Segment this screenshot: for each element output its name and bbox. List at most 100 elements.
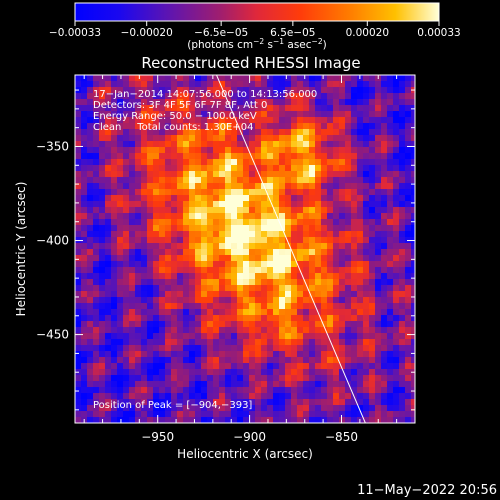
- heatmap-cell: [249, 105, 255, 111]
- heatmap-cell: [363, 231, 369, 237]
- heatmap-cell: [369, 99, 375, 105]
- heatmap-cell: [351, 363, 357, 369]
- info-block: 17−Jan−2014 14:07:56.000 to 14:13:56.000…: [93, 89, 317, 133]
- heatmap-cell: [207, 345, 213, 351]
- heatmap-cell: [315, 255, 321, 261]
- heatmap-cell: [243, 291, 249, 297]
- heatmap-cell: [411, 303, 415, 309]
- heatmap-cell: [273, 171, 279, 177]
- heatmap-cell: [111, 249, 117, 255]
- heatmap-cell: [171, 291, 177, 297]
- heatmap-cell: [201, 261, 207, 267]
- heatmap-cell: [135, 141, 141, 147]
- heatmap-cell: [309, 231, 315, 237]
- heatmap-cell: [75, 267, 81, 273]
- heatmap-cell: [393, 375, 399, 381]
- heatmap-cell: [147, 213, 153, 219]
- heatmap-cell: [141, 135, 147, 141]
- heatmap-cell: [165, 255, 171, 261]
- heatmap-cell: [237, 369, 243, 375]
- heatmap-cell: [231, 93, 237, 99]
- heatmap-cell: [387, 219, 393, 225]
- heatmap-cell: [291, 399, 297, 405]
- heatmap-cell: [129, 285, 135, 291]
- heatmap-cell: [123, 399, 129, 405]
- heatmap-cell: [339, 129, 345, 135]
- heatmap-cell: [315, 417, 321, 423]
- heatmap-cell: [87, 369, 93, 375]
- heatmap-cell: [357, 345, 363, 351]
- heatmap-cell: [141, 141, 147, 147]
- heatmap-cell: [105, 405, 111, 411]
- heatmap-cell: [267, 99, 273, 105]
- heatmap-cell: [315, 225, 321, 231]
- heatmap-cell: [393, 123, 399, 129]
- heatmap-cell: [153, 249, 159, 255]
- heatmap-cell: [357, 123, 363, 129]
- heatmap-cell: [261, 267, 267, 273]
- heatmap-cell: [387, 255, 393, 261]
- heatmap-cell: [225, 279, 231, 285]
- heatmap-cell: [93, 309, 99, 315]
- heatmap-cell: [261, 129, 267, 135]
- heatmap-cell: [189, 291, 195, 297]
- heatmap-cell: [339, 201, 345, 207]
- heatmap-cell: [93, 333, 99, 339]
- heatmap-cell: [321, 363, 327, 369]
- heatmap-cell: [147, 183, 153, 189]
- heatmap-cell: [255, 219, 261, 225]
- heatmap-cell: [195, 117, 201, 123]
- heatmap-cell: [255, 75, 261, 81]
- heatmap-cell: [147, 147, 153, 153]
- heatmap-cell: [309, 297, 315, 303]
- heatmap-cell: [159, 93, 165, 99]
- heatmap-cell: [237, 177, 243, 183]
- heatmap-cell: [345, 93, 351, 99]
- heatmap-cell: [339, 225, 345, 231]
- heatmap-cell: [411, 351, 415, 357]
- heatmap-cell: [339, 231, 345, 237]
- heatmap-cell: [207, 249, 213, 255]
- heatmap-cell: [315, 297, 321, 303]
- heatmap-cell: [309, 405, 315, 411]
- heatmap-cell: [243, 231, 249, 237]
- heatmap-cell: [231, 213, 237, 219]
- heatmap-cell: [405, 303, 411, 309]
- heatmap-cell: [309, 87, 315, 93]
- colorbar-tick-label: −0.00020: [121, 27, 173, 39]
- heatmap-cell: [381, 369, 387, 375]
- heatmap-cell: [345, 231, 351, 237]
- heatmap-cell: [327, 351, 333, 357]
- heatmap-cell: [195, 111, 201, 117]
- heatmap-cell: [219, 303, 225, 309]
- heatmap-cell: [207, 147, 213, 153]
- heatmap-cell: [87, 99, 93, 105]
- heatmap-cell: [99, 201, 105, 207]
- heatmap-cell: [225, 207, 231, 213]
- heatmap-cell: [237, 171, 243, 177]
- heatmap-cell: [81, 357, 87, 363]
- heatmap-cell: [189, 261, 195, 267]
- heatmap-cell: [303, 159, 309, 165]
- heatmap-cell: [117, 81, 123, 87]
- heatmap-cell: [351, 357, 357, 363]
- heatmap-cell: [105, 243, 111, 249]
- heatmap-cell: [363, 81, 369, 87]
- heatmap-cell: [177, 135, 183, 141]
- heatmap-cell: [399, 225, 405, 231]
- heatmap-cell: [411, 207, 415, 213]
- heatmap-cell: [267, 387, 273, 393]
- heatmap-cell: [213, 153, 219, 159]
- heatmap-cell: [111, 141, 117, 147]
- heatmap-cell: [105, 177, 111, 183]
- heatmap-cell: [129, 279, 135, 285]
- heatmap-cell: [345, 375, 351, 381]
- heatmap-cell: [207, 273, 213, 279]
- heatmap-cell: [129, 177, 135, 183]
- heatmap-cell: [219, 207, 225, 213]
- heatmap-cell: [303, 291, 309, 297]
- heatmap-cell: [321, 357, 327, 363]
- heatmap-cell: [363, 75, 369, 81]
- heatmap-cell: [183, 111, 189, 117]
- heatmap-cell: [135, 213, 141, 219]
